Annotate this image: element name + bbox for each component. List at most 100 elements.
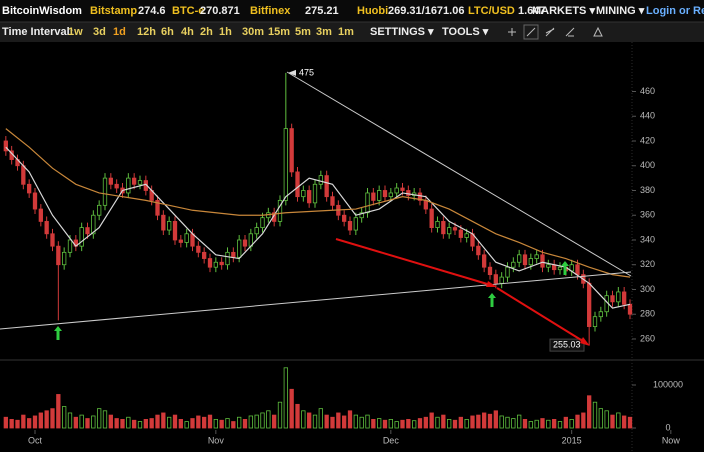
volume-bar xyxy=(622,415,627,429)
tools-menu[interactable]: TOOLS ▾ xyxy=(442,26,489,38)
brand[interactable]: BitcoinWisdom xyxy=(2,5,82,17)
volume-bar xyxy=(97,408,102,429)
up-arrow xyxy=(488,293,496,307)
ticker-price: 270.871 xyxy=(200,5,240,17)
volume-bar xyxy=(266,410,271,429)
volume-bar xyxy=(476,414,481,429)
candle-body xyxy=(184,233,189,243)
candle-body xyxy=(452,227,458,231)
interval-button[interactable]: 15m xyxy=(268,26,290,38)
interval-button[interactable]: 2h xyxy=(200,26,213,38)
y-tick-label: 420 xyxy=(640,135,655,145)
interval-button[interactable]: 1m xyxy=(338,26,354,38)
interval-button[interactable]: 4h xyxy=(181,26,194,38)
ticker-name[interactable]: Bitfinex xyxy=(250,5,291,17)
volume-bar xyxy=(301,410,306,429)
header-bar xyxy=(0,0,704,22)
volume-bar xyxy=(248,415,253,429)
x-tick-label: Oct xyxy=(28,435,43,445)
interval-button[interactable]: 1d xyxy=(113,26,126,38)
volume-bar xyxy=(604,410,609,429)
candle-body xyxy=(406,190,411,196)
candle-body xyxy=(528,258,533,266)
candle-body xyxy=(85,227,90,235)
candle-body xyxy=(307,190,312,204)
candle-body xyxy=(447,227,452,235)
candle-body xyxy=(499,276,504,284)
volume-bar xyxy=(452,419,458,429)
y-tick-label: 460 xyxy=(640,86,655,96)
ticker-price: 269.31/1671.06 xyxy=(388,5,464,17)
candle-body xyxy=(487,266,493,276)
interval-button[interactable]: 1h xyxy=(219,26,232,38)
candle-body xyxy=(482,254,487,268)
volume-bar xyxy=(38,412,43,429)
volume-tick-label: 0 xyxy=(665,422,670,432)
candle-body xyxy=(394,187,399,194)
pen-icon[interactable] xyxy=(565,27,575,37)
login-link[interactable]: Login or Regis xyxy=(646,5,704,17)
candle-body xyxy=(260,217,265,229)
menu[interactable]: MARKETS ▾ xyxy=(532,5,595,17)
line-icon[interactable] xyxy=(526,27,536,37)
support-line xyxy=(0,271,632,330)
candle-body xyxy=(289,128,294,173)
y-tick-label: 300 xyxy=(640,284,655,294)
volume-bar xyxy=(283,367,288,429)
candle-body xyxy=(546,264,551,268)
candle-body xyxy=(219,261,224,266)
x-tick-label: 2015 xyxy=(562,435,582,445)
volume-bar xyxy=(324,414,329,429)
menu[interactable]: MINING ▾ xyxy=(596,5,645,17)
candle-body xyxy=(114,183,119,189)
ticker-name[interactable]: LTC/USD xyxy=(468,5,515,17)
volume-bar xyxy=(126,416,131,429)
volume-bar xyxy=(546,419,551,429)
alert-icon[interactable] xyxy=(593,26,603,37)
interval-button[interactable]: 1w xyxy=(68,26,83,38)
ticker-name[interactable]: BTC-e xyxy=(172,5,204,17)
volume-bar xyxy=(522,418,528,429)
volume-bar xyxy=(318,408,323,429)
candle-body xyxy=(27,183,32,194)
interval-button[interactable]: 3d xyxy=(93,26,106,38)
volume-bar xyxy=(616,412,621,429)
volume-bar xyxy=(295,403,300,429)
volume-bar xyxy=(213,418,218,429)
annotation: 475 xyxy=(299,67,314,77)
volume-bar xyxy=(400,419,405,429)
ticker-name[interactable]: Huobi xyxy=(357,5,388,17)
volume-bar xyxy=(289,388,294,429)
volume-bar xyxy=(56,394,61,429)
volume-bar xyxy=(79,414,84,429)
volume-bar xyxy=(447,418,452,429)
settings-menu[interactable]: SETTINGS ▾ xyxy=(370,26,434,38)
candle-body xyxy=(126,177,131,194)
interval-button[interactable]: 30m xyxy=(242,26,264,38)
volume-bar xyxy=(464,418,469,429)
fan-icon[interactable] xyxy=(545,27,555,37)
candle-body xyxy=(231,251,236,258)
candle-body xyxy=(178,239,183,243)
ticker-name[interactable]: Bitstamp xyxy=(90,5,137,17)
candle-body xyxy=(207,258,213,268)
interval-button[interactable]: 6h xyxy=(161,26,174,38)
up-arrow xyxy=(561,261,569,275)
volume-bar xyxy=(534,419,539,429)
volume-bar xyxy=(62,406,67,429)
arrow-head xyxy=(580,337,590,346)
interval-button[interactable]: 3m xyxy=(316,26,332,38)
candle-body xyxy=(517,254,522,263)
candle-body xyxy=(283,128,288,201)
interval-button[interactable]: 12h xyxy=(137,26,156,38)
candle-body xyxy=(237,239,242,258)
volume-bar xyxy=(102,410,108,429)
interval-button[interactable]: 5m xyxy=(295,26,311,38)
drawings xyxy=(0,71,632,346)
candle-body xyxy=(202,251,207,259)
volume-bar xyxy=(394,421,399,429)
candle-body xyxy=(330,196,335,206)
candle-body xyxy=(359,212,364,219)
crosshair-icon[interactable] xyxy=(508,28,516,36)
